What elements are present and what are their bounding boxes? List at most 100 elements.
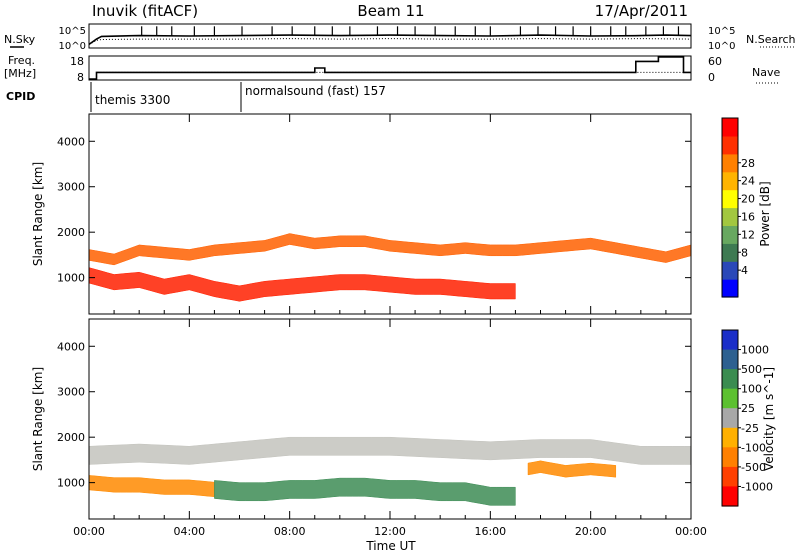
velocity-data (88, 436, 692, 506)
power-yticks: 1000 2000 3000 4000 (57, 135, 691, 285)
echo-band-upper-echo-grey (88, 436, 692, 465)
velocity-colorbar-swatch (722, 466, 738, 488)
freq-panel-frame (88, 55, 692, 81)
power-colorbar-swatch (722, 225, 738, 244)
echo-band-upper-echo (88, 233, 692, 266)
cpid-mode-2: normalsound (fast) 157 (245, 84, 386, 98)
power-colorbar-swatch (722, 118, 738, 137)
noise-panel: N.Sky 10^5 10^0 10^5 10^0 N.Search (4, 23, 796, 52)
velocity-panel: 1000 2000 3000 4000 Slant Range [km] 1000 50… (31, 318, 776, 520)
cpid-label: CPID (6, 90, 35, 103)
velocity-colorbar-tick-label: 25 (741, 402, 755, 415)
range-tick-label: 3000 (57, 386, 85, 399)
velocity-colorbar-frame (721, 329, 739, 507)
power-data (88, 233, 692, 302)
frequency-line (89, 56, 691, 80)
velocity-colorbar-swatch (722, 486, 738, 507)
beam-title: Beam 11 (357, 2, 424, 20)
power-colorbar-tick-label: 20 (741, 193, 755, 206)
power-colorbar-swatch (722, 243, 738, 262)
velocity-yticks: 1000 2000 3000 4000 (57, 340, 691, 490)
time-tick-label: 12:00 (374, 525, 406, 538)
nsky-tick-top: 10^5 (59, 26, 86, 37)
time-tick-label: 04:00 (173, 525, 205, 538)
velocity-colorbar-tick-label: 500 (741, 363, 762, 376)
velocity-ylabel: Slant Range [km] (31, 367, 45, 471)
velocity-colorbar-swatch (722, 330, 738, 351)
power-colorbar-swatch (722, 135, 738, 155)
nsearch-label: N.Search (746, 33, 796, 46)
velocity-colorbar: 1000 500 100 25 -25 -100 -500 -1000 (721, 329, 773, 507)
freq-tick-bottom: 8 (77, 71, 84, 84)
cpid-mode-1: themis 3300 (95, 93, 170, 107)
velocity-colorbar-swatch (722, 427, 738, 448)
echo-band-lower-echo (88, 267, 516, 302)
velocity-colorbar-tick-label: 100 (741, 383, 762, 396)
nave-label: Nave (752, 66, 780, 79)
power-colorbar-swatch (722, 171, 738, 191)
freq-label-line2: [MHz] (4, 67, 36, 80)
velocity-colorbar-swatch (722, 447, 738, 468)
range-tick-label: 4000 (57, 135, 85, 148)
velocity-colorbar-tick-label: -25 (741, 422, 759, 435)
velocity-colorbar-swatch (722, 349, 738, 370)
power-colorbar-tick-label: 12 (741, 228, 755, 241)
noise-panel-frame (88, 23, 692, 49)
nsearch-line (88, 38, 692, 45)
time-tick-label: 00:00 (73, 525, 105, 538)
noise-lines (88, 26, 692, 46)
range-tick-label: 2000 (57, 226, 85, 239)
power-colorbar-tick-label: 8 (741, 246, 748, 259)
power-colorbar-swatch (722, 279, 738, 298)
cpid-row: CPID themis 3300 normalsound (fast) 157 (6, 82, 386, 112)
power-colorbar-swatch (722, 207, 738, 226)
date-title: 17/Apr/2011 (595, 2, 688, 20)
power-colorbar-tick-label: 24 (741, 175, 755, 188)
echo-band-lower-echo-orange (88, 475, 215, 497)
time-tick-label: 08:00 (274, 525, 306, 538)
station-title: Inuvik (fitACF) (92, 2, 198, 20)
velocity-colorbar-tick-label: 1000 (741, 344, 769, 357)
nave-tick-bottom: 0 (708, 71, 715, 84)
power-colorbar-tick-label: 4 (741, 264, 748, 277)
nsearch-tick-bottom: 10^0 (708, 41, 735, 52)
power-colorbar-frame (721, 117, 739, 298)
nsky-tick-bottom: 10^0 (59, 41, 86, 52)
velocity-colorbar-tick-label: -500 (741, 461, 766, 474)
power-colorbar-label: Power [dB] (758, 181, 772, 246)
range-tick-label: 2000 (57, 431, 85, 444)
power-colorbar-tick-label: 16 (741, 210, 755, 223)
power-colorbar-swatch (722, 153, 738, 173)
time-tick-label: 20:00 (575, 525, 607, 538)
velocity-colorbar-swatch (722, 388, 738, 409)
velocity-colorbar-swatch (722, 408, 738, 429)
echo-band-lower-echo-green (214, 477, 516, 506)
power-ylabel: Slant Range [km] (31, 162, 45, 266)
power-colorbar-tick-label: 28 (741, 157, 755, 170)
velocity-colorbar-label: Velocity [m s^-1] (762, 367, 776, 471)
velocity-colorbar-swatch (722, 369, 738, 390)
velocity-colorbar-tick-label: -100 (741, 441, 766, 454)
nsky-line (88, 34, 692, 46)
power-colorbar: 4 8 12 16 20 24 28 (721, 117, 755, 298)
power-colorbar-swatch (722, 261, 738, 280)
frequency-nave-panel: Freq. [MHz] 18 8 60 0 Nave (4, 54, 780, 84)
range-tick-label: 1000 (57, 477, 85, 490)
time-tick-label: 16:00 (474, 525, 506, 538)
nsearch-tick-top: 10^5 (708, 26, 735, 37)
power-panel: 1000 2000 3000 4000 Slant Range [km] 4 8 12 16… (31, 113, 772, 315)
range-tick-label: 1000 (57, 272, 85, 285)
time-tick-label: 00:00 (675, 525, 707, 538)
range-tick-label: 4000 (57, 340, 85, 353)
freq-lines (89, 56, 691, 80)
freq-tick-top: 18 (70, 55, 84, 68)
echo-band-late-orange (527, 460, 617, 478)
power-colorbar-swatch (722, 189, 738, 209)
freq-label-line1: Freq. (8, 54, 35, 67)
nsky-label: N.Sky (4, 33, 36, 46)
nave-line (89, 71, 691, 80)
velocity-colorbar-tick-label: -1000 (741, 480, 773, 493)
range-tick-label: 3000 (57, 181, 85, 194)
nave-tick-top: 60 (708, 55, 722, 68)
